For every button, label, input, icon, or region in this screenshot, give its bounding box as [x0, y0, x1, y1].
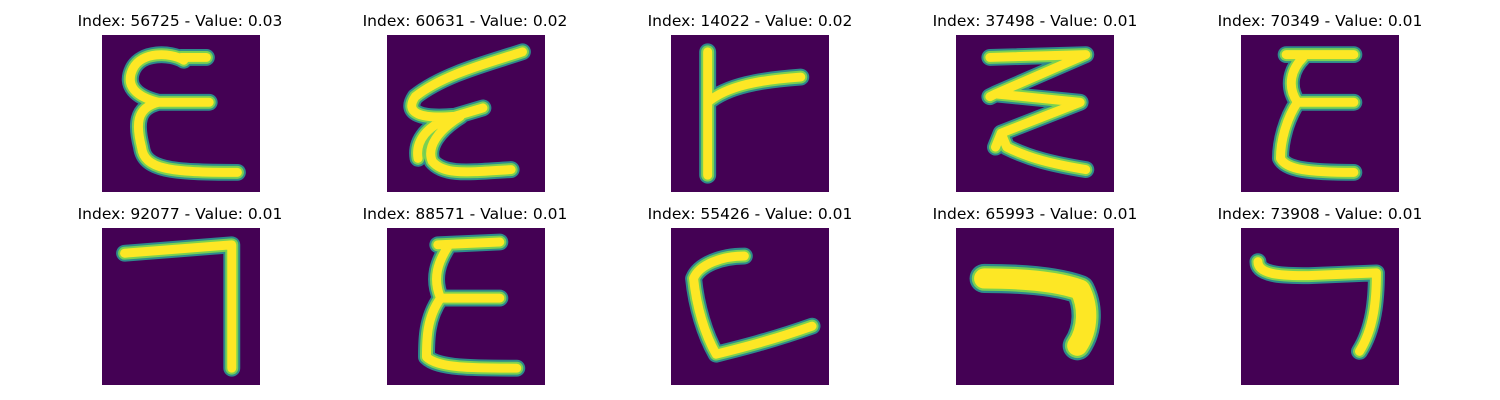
image-tile — [956, 228, 1114, 385]
image-tile — [387, 228, 545, 385]
epsilon-glyph — [1241, 35, 1399, 192]
image-tile — [102, 228, 260, 385]
image-tile — [671, 35, 829, 192]
panel-title: Index: 55426 - Value: 0.01 — [647, 205, 853, 223]
glyph-stroke — [1275, 50, 1359, 177]
glyph-stroke — [689, 251, 817, 359]
panel-title: Index: 14022 - Value: 0.02 — [647, 12, 853, 30]
panel-title: Index: 65993 - Value: 0.01 — [932, 205, 1138, 223]
panel-title: Index: 60631 - Value: 0.02 — [362, 12, 568, 30]
glyph-stroke — [125, 50, 242, 177]
image-tile — [956, 35, 1114, 192]
image-tile — [387, 35, 545, 192]
panel-title: Index: 56725 - Value: 0.03 — [77, 12, 283, 30]
epsilon-glyph — [102, 35, 260, 192]
seven-corner-glyph — [102, 228, 260, 385]
glyph-stroke — [1253, 257, 1381, 356]
glyph-stroke — [703, 47, 806, 180]
panel-title: Index: 37498 - Value: 0.01 — [932, 12, 1138, 30]
image-tile — [1241, 228, 1399, 385]
glyph-stroke — [974, 268, 1097, 356]
panel-title: Index: 70349 - Value: 0.01 — [1217, 12, 1423, 30]
epsilon-glyph — [387, 228, 545, 385]
panel-title: Index: 88571 - Value: 0.01 — [362, 205, 568, 223]
image-tile — [1241, 35, 1399, 192]
image-tile — [671, 228, 829, 385]
zigzag-glyph — [956, 35, 1114, 192]
boomerang-glyph — [956, 228, 1114, 385]
image-tile — [102, 35, 260, 192]
epsilon-glyph — [387, 35, 545, 192]
panel-title: Index: 73908 - Value: 0.01 — [1217, 205, 1423, 223]
r-shape-glyph — [671, 35, 829, 192]
glyph-stroke — [120, 240, 237, 373]
glyph-stroke — [407, 47, 527, 177]
c-shape-glyph — [671, 228, 829, 385]
panel-title: Index: 92077 - Value: 0.01 — [77, 205, 283, 223]
glyph-stroke — [985, 50, 1091, 175]
glyph-stroke — [421, 237, 522, 373]
seven-corner-glyph — [1241, 228, 1399, 385]
